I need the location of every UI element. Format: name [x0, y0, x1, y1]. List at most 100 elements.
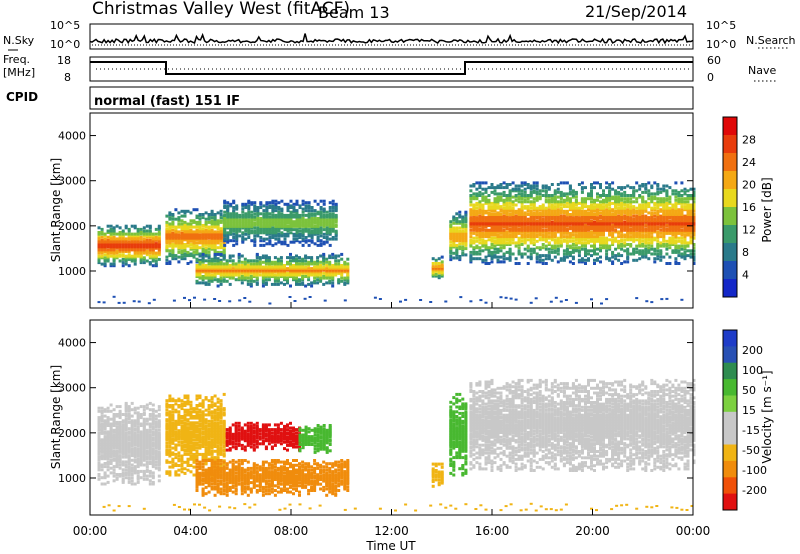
heatmap-cell — [599, 228, 602, 232]
heatmap-cell — [204, 217, 208, 221]
heatmap-cell — [277, 228, 281, 232]
heatmap-cell — [228, 300, 232, 303]
heatmap-cell — [145, 259, 149, 263]
heatmap-cell — [455, 245, 459, 249]
heatmap-cell — [599, 195, 602, 199]
heatmap-cell — [564, 299, 568, 301]
heatmap-cell — [219, 220, 223, 224]
heatmap-cell — [680, 220, 684, 224]
heatmap-cell — [608, 201, 612, 205]
heatmap-cell — [689, 252, 693, 256]
heatmap-cell — [659, 231, 663, 235]
heatmap-cell — [484, 198, 488, 202]
heatmap-cell — [550, 214, 554, 218]
heatmap-cell — [647, 235, 651, 239]
heatmap-cell — [183, 228, 187, 232]
heatmap-cell — [562, 258, 566, 262]
heatmap-cell — [508, 238, 512, 242]
heatmap-cell — [662, 230, 666, 234]
heatmap-cell — [487, 206, 491, 210]
heatmap-cell — [608, 183, 612, 186]
heatmap-cell — [680, 241, 684, 245]
heatmap-cell — [568, 244, 572, 248]
heatmap-cell — [171, 233, 175, 237]
heatmap-cell — [241, 226, 245, 230]
heatmap-cell — [502, 214, 506, 218]
heatmap-cell — [683, 233, 687, 237]
heatmap-cell — [271, 199, 275, 203]
heatmap-cell — [611, 201, 615, 205]
heatmap-cell — [234, 264, 238, 267]
heatmap-cell — [662, 189, 666, 193]
heatmap-cell — [213, 252, 217, 256]
heatmap-cell — [286, 278, 289, 282]
heatmap-cell — [183, 238, 187, 242]
heatmap-cell — [602, 194, 605, 197]
heatmap-cell — [237, 265, 241, 269]
heatmap-cell — [520, 230, 524, 234]
heatmap-cell — [295, 254, 298, 258]
heatmap-cell — [243, 265, 247, 269]
heatmap-cell — [201, 276, 205, 280]
heatmap-cell — [112, 251, 116, 255]
heatmap-cell — [112, 262, 116, 266]
heatmap-cell — [249, 279, 253, 283]
heatmap-cell — [277, 201, 281, 205]
heatmap-cell — [683, 230, 687, 234]
heatmap-cell — [452, 242, 456, 246]
heatmap-cell — [304, 239, 308, 243]
heatmap-cell — [301, 231, 305, 235]
heatmap-cell — [232, 221, 236, 225]
heatmap-cell — [373, 296, 377, 299]
heatmap-cell — [562, 227, 566, 231]
heatmap-cell — [343, 265, 347, 269]
heatmap-cell — [683, 238, 687, 242]
heatmap-cell — [325, 271, 329, 275]
heatmap-cell — [484, 219, 488, 223]
heatmap-cell — [238, 299, 242, 302]
heatmap-cell — [325, 228, 329, 232]
heatmap-cell — [183, 246, 187, 250]
heatmap-cell — [301, 220, 305, 224]
heatmap-cell — [331, 237, 335, 241]
heatmap-cell — [602, 236, 605, 240]
heatmap-cell — [277, 237, 281, 241]
heatmap-cell — [689, 213, 693, 216]
heatmap-cell — [665, 203, 669, 207]
heatmap-cell — [635, 220, 639, 224]
heatmap-cell — [307, 206, 311, 209]
heatmap-cell — [100, 231, 104, 234]
heatmap-cell — [656, 225, 660, 229]
heatmap-cell — [671, 189, 675, 193]
heatmap-cell — [277, 239, 281, 243]
heatmap-cell — [201, 243, 205, 246]
heatmap-cell — [186, 252, 190, 256]
heatmap-cell — [632, 230, 636, 234]
heatmap-cell — [550, 227, 554, 231]
heatmap-cell — [216, 278, 220, 282]
heatmap-cell — [614, 225, 618, 229]
heatmap-cell — [650, 252, 654, 256]
heatmap-cell — [571, 228, 575, 232]
heatmap-cell — [322, 282, 326, 286]
heatmap-cell — [195, 279, 199, 283]
heatmap-cell — [626, 209, 630, 213]
heatmap-cell — [283, 220, 287, 224]
heatmap-cell — [623, 211, 627, 215]
heatmap-cell — [671, 214, 675, 218]
heatmap-cell — [541, 254, 545, 258]
heatmap-cell — [189, 233, 193, 237]
heatmap-cell — [547, 250, 551, 254]
heatmap-cell — [562, 219, 566, 223]
heatmap-cell — [106, 248, 110, 252]
heatmap-cell — [635, 189, 639, 193]
heatmap-cell — [328, 270, 332, 274]
heatmap-cell — [100, 454, 104, 458]
heatmap-cell — [469, 194, 473, 197]
heatmap-cell — [201, 228, 205, 232]
heatmap-cell — [313, 265, 317, 269]
heatmap-cell — [142, 248, 146, 252]
heatmap-cell — [553, 195, 557, 199]
heatmap-cell — [683, 246, 687, 250]
heatmap-cell — [475, 244, 479, 248]
